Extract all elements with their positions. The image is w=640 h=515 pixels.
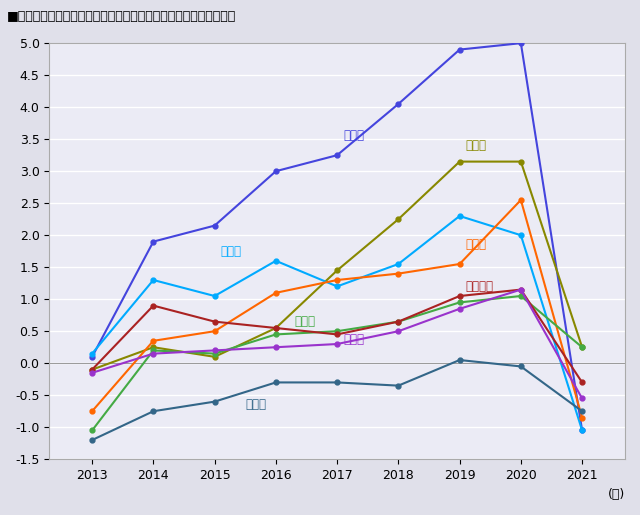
Text: (年): (年) <box>608 488 625 502</box>
Text: 東京都: 東京都 <box>343 129 364 143</box>
Text: 大阪府: 大阪府 <box>466 238 487 251</box>
Text: ■主要都府県の標準宅地の対前年変動率の平均値推移（単位：％）: ■主要都府県の標準宅地の対前年変動率の平均値推移（単位：％） <box>6 10 236 23</box>
Text: 兵庫県: 兵庫県 <box>245 398 266 411</box>
Text: 千葉県: 千葉県 <box>294 315 316 328</box>
Text: 埼玉県: 埼玉県 <box>343 333 364 346</box>
Text: 神奈川県: 神奈川県 <box>466 280 493 293</box>
Text: 京都府: 京都府 <box>466 139 487 152</box>
Text: 愛知県: 愛知県 <box>221 245 242 258</box>
